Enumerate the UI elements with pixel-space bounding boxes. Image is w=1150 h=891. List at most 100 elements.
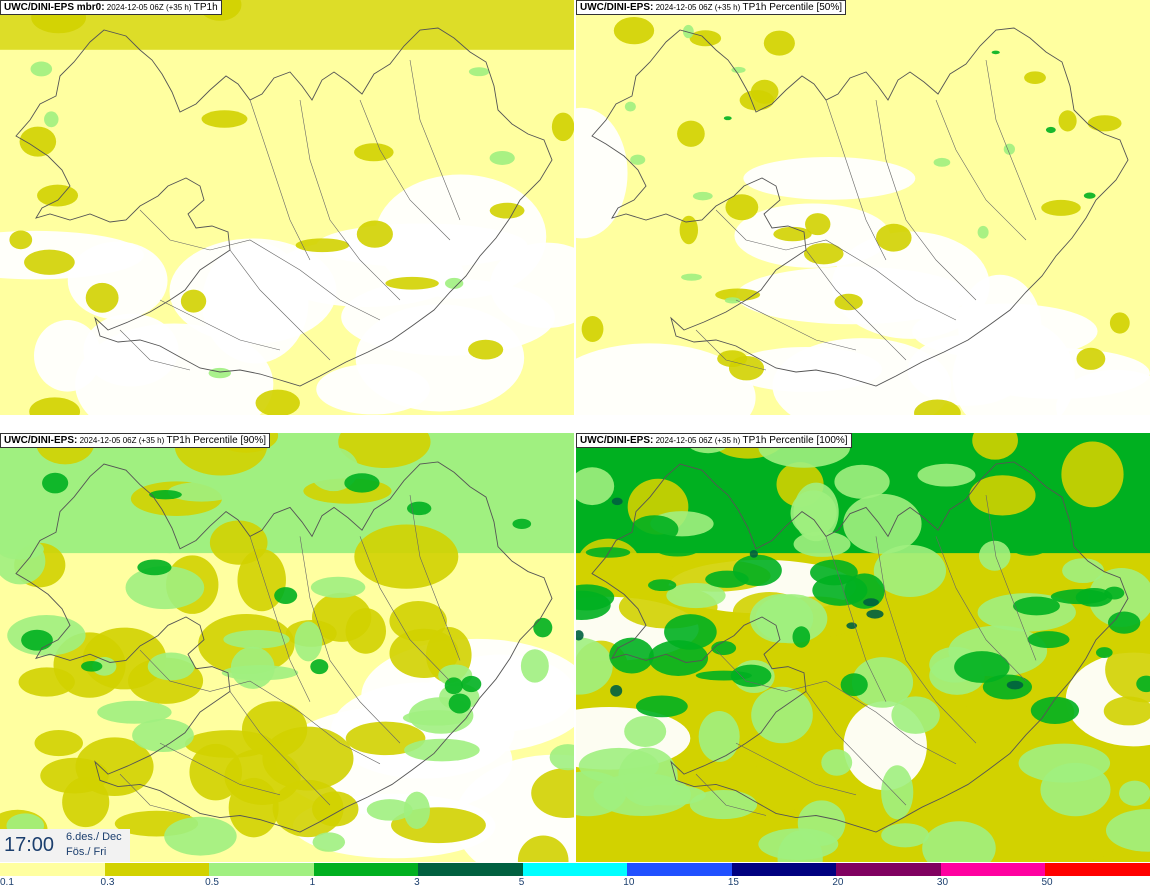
precip-cell <box>840 673 868 697</box>
colorbar-tick-label: 0.5 <box>205 877 219 888</box>
precip-cell <box>792 626 811 648</box>
dry-area <box>75 323 274 415</box>
precip-cell <box>294 621 323 662</box>
coastline <box>591 461 1129 833</box>
precip-cell <box>1136 675 1150 693</box>
precip-cell <box>21 629 53 651</box>
precip-cell <box>489 202 525 219</box>
road-line <box>805 691 907 806</box>
precip-cell <box>648 579 677 592</box>
precip-cell <box>19 126 57 157</box>
precipitation-colorbar <box>0 863 1150 876</box>
precip-cell <box>164 816 237 856</box>
precip-cell <box>954 651 1010 683</box>
coastline-layer <box>15 461 553 833</box>
precip-cell <box>1006 680 1024 690</box>
precip-cell <box>576 820 630 849</box>
precip-cell <box>666 582 726 609</box>
road-line <box>935 99 1027 241</box>
precip-cell <box>1024 71 1046 84</box>
precip-cell <box>1087 115 1122 132</box>
precip-cell <box>881 823 930 848</box>
precip-cell <box>635 695 688 718</box>
precip-cell <box>576 467 615 506</box>
precip-cell <box>793 531 851 557</box>
precip-cell <box>581 315 604 343</box>
precip-cell <box>711 641 737 656</box>
dry-area <box>772 338 952 415</box>
precip-cell <box>551 112 574 142</box>
precip-cell <box>81 660 103 672</box>
colorbar-tick-label: 15 <box>727 877 739 888</box>
colorbar-segment <box>418 863 523 876</box>
precip-cell <box>763 30 795 56</box>
valid-time-box: 17:00 6.des./ Dec Fös./ Fri <box>0 829 130 862</box>
precip-cell <box>724 297 741 304</box>
road-line <box>409 494 461 661</box>
road-line <box>715 649 957 765</box>
road-line <box>299 99 401 301</box>
precip-cell <box>576 584 615 611</box>
precip-cell <box>731 66 746 73</box>
precip-cell <box>705 570 749 588</box>
precip-cell <box>512 518 532 530</box>
precipitation-map <box>0 433 574 862</box>
precip-cell <box>1083 192 1096 199</box>
precip-cell <box>468 67 490 77</box>
road-line <box>299 536 401 744</box>
precip-cell <box>773 226 812 242</box>
precip-cell <box>223 630 290 649</box>
precip-cell <box>834 464 890 499</box>
colorbar-tick-label: 50 <box>1041 877 1053 888</box>
road-line <box>695 329 767 371</box>
colorbar-segment <box>731 863 837 876</box>
precip-cell <box>739 90 775 111</box>
precip-cell <box>1107 611 1141 634</box>
precip-cell <box>632 784 706 806</box>
precip-cell <box>468 339 504 360</box>
precip-cell <box>406 501 432 516</box>
precip-cell <box>611 497 623 506</box>
colorbar-tick-label: 0.1 <box>0 877 14 888</box>
precip-cell <box>692 191 713 201</box>
precip-cell <box>613 17 655 45</box>
precip-cell <box>977 225 989 239</box>
precip-cell <box>630 515 679 544</box>
road-line <box>359 99 451 241</box>
precip-cell <box>610 684 623 697</box>
precip-cell <box>354 524 459 589</box>
precip-cell <box>1095 647 1113 658</box>
precip-cell <box>630 154 646 165</box>
precip-cell <box>969 475 1036 516</box>
precip-cell <box>0 538 44 560</box>
precip-cell <box>520 649 549 683</box>
colorbar-segment <box>1045 863 1150 876</box>
road-line <box>119 773 191 816</box>
precip-cell <box>881 765 914 820</box>
road-line <box>159 299 281 351</box>
precip-cell <box>533 617 553 638</box>
precip-cell <box>77 475 103 497</box>
precip-cell <box>255 389 300 415</box>
road-line <box>825 536 887 702</box>
road-line <box>825 99 887 261</box>
precip-cell <box>208 367 231 379</box>
road-line <box>359 536 451 682</box>
road-line <box>715 209 957 321</box>
precip-cell <box>338 433 431 469</box>
precip-cell <box>1076 347 1106 370</box>
dry-area <box>67 241 168 320</box>
precip-cell <box>624 101 636 112</box>
precip-cell <box>1007 527 1052 556</box>
precip-cell <box>24 249 75 275</box>
precip-cell <box>812 574 868 606</box>
colorbar-segment <box>940 863 1046 876</box>
dry-area <box>1056 369 1150 415</box>
precip-cell <box>1106 809 1150 852</box>
colorbar-segment <box>209 863 314 876</box>
precip-cell <box>805 213 831 236</box>
colorbar-tick-label: 1 <box>309 877 316 888</box>
precip-cell <box>1045 126 1056 134</box>
colorbar-tick-label: 20 <box>832 877 844 888</box>
precip-cell <box>689 789 758 820</box>
